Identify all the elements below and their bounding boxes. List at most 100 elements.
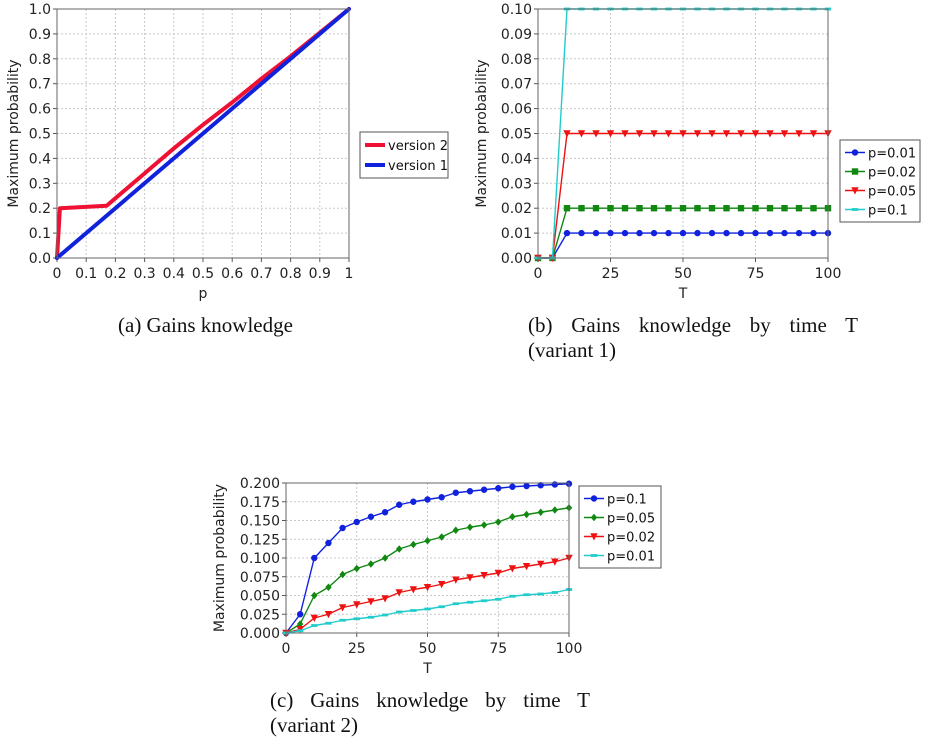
y-tick-label: 1.0: [29, 2, 51, 18]
data-point: [592, 130, 600, 138]
data-point: [810, 205, 817, 212]
data-point: [410, 498, 417, 505]
data-point: [766, 229, 774, 237]
legend-label: version 1: [388, 159, 448, 174]
x-tick-label: 75: [489, 641, 507, 657]
y-tick-label: 0.7: [29, 77, 51, 93]
data-point: [607, 205, 614, 212]
data-point: [508, 565, 517, 573]
data-point: [795, 130, 803, 138]
legend-marker: [590, 495, 598, 502]
data-point: [480, 521, 488, 529]
data-point: [423, 584, 432, 592]
series-line: [55, 7, 351, 260]
data-point: [338, 604, 347, 612]
x-axis-label: T: [422, 661, 432, 677]
data-point: [810, 229, 817, 237]
data-point: [523, 482, 530, 490]
data-point: [396, 545, 403, 553]
data-point: [592, 229, 600, 237]
data-point: [563, 229, 571, 237]
legend-label: version 2: [388, 139, 448, 154]
data-point: [563, 205, 571, 212]
data-point: [523, 510, 530, 519]
data-point: [795, 229, 803, 237]
data-point: [722, 130, 731, 138]
legend-label: p=0.02: [607, 531, 655, 546]
legend-marker: [590, 554, 598, 557]
data-point: [495, 518, 502, 526]
data-point: [578, 229, 585, 237]
data-point: [396, 610, 403, 614]
series-version-1: [55, 7, 351, 260]
data-point: [781, 205, 788, 212]
data-point: [522, 563, 531, 571]
plot-frame: [537, 8, 829, 259]
data-point: [480, 486, 488, 493]
data-point: [438, 605, 445, 609]
data-point: [381, 595, 389, 603]
legend-label: p=0.05: [607, 512, 655, 527]
y-tick-label: 0.00: [501, 251, 532, 267]
legend-label: p=0.1: [607, 493, 647, 508]
plot-frame: [285, 482, 570, 634]
data-point: [367, 560, 375, 568]
x-tick-label: 25: [348, 641, 366, 657]
y-tick-label: 0.4: [29, 151, 51, 167]
x-tick-label: 0.7: [250, 266, 272, 282]
x-axis-label: p: [199, 286, 208, 302]
x-tick-label: 0.8: [279, 266, 301, 282]
legend-item: version 2: [365, 139, 448, 154]
y-tick-label: 0.05: [501, 127, 532, 143]
data-point: [551, 481, 559, 488]
data-point: [353, 518, 360, 526]
y-tick-label: 0.07: [501, 77, 532, 93]
data-point: [694, 229, 701, 237]
data-point: [693, 130, 702, 138]
data-point: [537, 560, 545, 568]
data-point: [621, 205, 629, 212]
y-tick-label: 0.3: [29, 176, 51, 192]
data-point: [780, 130, 789, 138]
data-point: [737, 229, 745, 237]
data-point: [466, 600, 474, 604]
data-point: [367, 598, 375, 606]
y-axis-label: Maximum probability: [474, 59, 490, 207]
caption-a: (a) Gains knowledge: [118, 313, 293, 337]
data-point: [708, 205, 716, 212]
y-tick-label: 0.175: [240, 495, 280, 511]
caption-c: (c) Gains knowledge by time T (variant 2…: [270, 688, 590, 737]
legend-item: p=0.1: [584, 493, 647, 508]
y-axis-label: Maximum probability: [6, 59, 22, 207]
y-tick-label: 0.08: [501, 52, 532, 68]
data-point: [452, 526, 459, 535]
data-point: [437, 581, 446, 589]
y-tick-label: 0.5: [29, 127, 51, 143]
x-tick-label: 0.9: [309, 266, 331, 282]
data-point: [296, 611, 304, 618]
data-point: [551, 591, 559, 594]
legend-box: [359, 131, 449, 179]
x-tick-label: 0.1: [75, 266, 97, 282]
data-point: [809, 130, 818, 138]
data-point: [424, 536, 431, 545]
data-point: [494, 569, 502, 577]
legend-item: p=0.1: [845, 204, 908, 219]
data-point: [296, 620, 304, 628]
data-point: [466, 488, 474, 495]
legend-marker: [590, 533, 598, 541]
data-point: [353, 564, 360, 573]
data-point: [424, 607, 431, 611]
legend-label: p=0.02: [868, 166, 916, 181]
y-tick-label: 0.04: [501, 151, 532, 167]
legend-marker: [851, 168, 859, 175]
legend: p=0.01 p=0.02 p=0.05 p=0.1: [839, 139, 921, 223]
x-tick-label: 0.4: [163, 266, 185, 282]
data-point: [339, 570, 346, 579]
data-point: [551, 558, 559, 566]
data-point: [766, 130, 774, 138]
data-point: [367, 513, 375, 520]
data-point: [578, 205, 585, 212]
data-point: [752, 229, 759, 237]
legend-label: p=0.05: [868, 185, 916, 200]
